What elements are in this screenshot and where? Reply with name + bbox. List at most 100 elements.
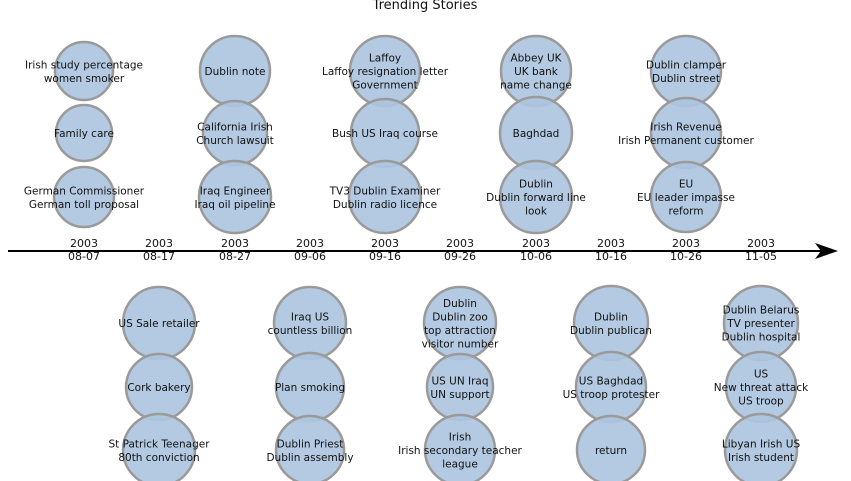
story-bubble: California Irish Church lawsuit [196, 99, 274, 167]
story-label: Irish study percentage [25, 59, 143, 71]
tick-date-label: 08-17 [143, 250, 175, 263]
story-bubble: Libyan Irish US Irish student [722, 412, 801, 481]
story-label: German toll proposal [29, 199, 139, 211]
tick-date-label: 08-27 [219, 250, 251, 263]
story-label: US [754, 369, 769, 381]
story-label: Dublin clamper [646, 59, 727, 71]
story-label: Laffoy [369, 53, 401, 65]
story-label: return [595, 445, 627, 457]
story-label: 80th conviction [118, 452, 199, 464]
tick-year-label: 2003 [446, 237, 474, 250]
story-label: Family care [54, 128, 114, 140]
story-label: Iraq Engineer [200, 185, 271, 197]
story-bubble: US Baghdad US troop protester [563, 350, 661, 424]
tick-date-label: 09-26 [444, 250, 476, 263]
story-label: EU leader impasse [637, 192, 735, 204]
tick-date-label: 08-07 [68, 250, 100, 263]
story-bubble: Baghdad [498, 95, 574, 171]
story-label: women smoker [44, 73, 125, 85]
story-bubble-circle [423, 413, 497, 481]
story-label: Dublin [519, 179, 553, 191]
story-bubble: Family care [54, 103, 114, 163]
story-bubble: German Commissioner German toll proposal [24, 165, 145, 229]
story-bubble: St Patrick Teenager 80th conviction [108, 412, 210, 481]
story-label: Iraq oil pipeline [194, 199, 275, 211]
story-bubble: Bush US Iraq course [332, 97, 438, 169]
story-label: UN support [430, 389, 489, 401]
tick-date-label: 10-26 [670, 250, 702, 263]
tick-date-label: 11-05 [745, 250, 777, 263]
date-ticks: 200308-07200308-17200308-27200309-062003… [68, 237, 777, 263]
story-bubble: Iraq US countless billion [268, 285, 352, 361]
story-label: reform [668, 206, 703, 218]
story-label: visitor number [422, 338, 499, 350]
story-label: Dublin Priest [277, 438, 344, 450]
tick-year-label: 2003 [371, 237, 399, 250]
tick-year-label: 2003 [221, 237, 249, 250]
story-label: Dublin [443, 298, 477, 310]
story-label: Iraq US [291, 311, 330, 323]
story-label: US UN Iraq [431, 375, 488, 387]
story-label: California Irish [197, 121, 273, 133]
story-label: New threat attack [714, 382, 809, 394]
story-bubble-circle [274, 414, 346, 481]
story-label: Dublin street [652, 73, 720, 85]
tick-year-label: 2003 [296, 237, 324, 250]
story-bubble: US UN Iraq UN support [425, 352, 495, 422]
story-label: UK bank [514, 66, 559, 78]
story-bubble: Irish study percentage women smoker [25, 40, 143, 102]
story-label: name change [500, 80, 572, 92]
story-bubble: return [575, 414, 647, 481]
tick-date-label: 09-16 [369, 250, 401, 263]
story-bubble: Irish Revenue Irish Permanent customer [618, 96, 755, 170]
timeline-arrowhead [815, 243, 838, 259]
story-label: Irish Permanent customer [618, 135, 754, 147]
story-label: Cork bakery [127, 382, 190, 394]
tick-year-label: 2003 [70, 237, 98, 250]
story-label: Dublin hospital [722, 332, 801, 344]
story-label: Dublin zoo [432, 311, 488, 323]
story-bubble-circle [53, 40, 115, 102]
story-label: Libyan Irish US [722, 438, 801, 450]
story-bubble-circle [347, 159, 423, 235]
story-label: TV presenter [726, 318, 795, 330]
tick-year-label: 2003 [597, 237, 625, 250]
story-label: Dublin forward line [486, 192, 586, 204]
story-label: Bush US Iraq course [332, 128, 438, 140]
tick-date-label: 10-16 [595, 250, 627, 263]
tick-year-label: 2003 [145, 237, 173, 250]
story-bubble: Dublin note [198, 34, 272, 108]
story-bubble: US Sale retailer [118, 285, 200, 361]
story-bubble: Dublin Dublin publican [570, 284, 652, 362]
story-bubble: Dublin Priest Dublin assembly [266, 414, 354, 481]
chart-title: Trending Stories [372, 0, 478, 13]
tick-year-label: 2003 [672, 237, 700, 250]
story-bubble-circle [52, 165, 116, 229]
tick-year-label: 2003 [747, 237, 775, 250]
story-label: Dublin publican [570, 325, 652, 337]
story-label: top attraction [424, 325, 496, 337]
story-label: German Commissioner [24, 185, 145, 197]
story-bubble-circle [498, 159, 574, 235]
story-label: Plan smoking [275, 382, 345, 394]
story-label: Dublin note [205, 66, 266, 78]
story-bubble: Plan smoking [274, 351, 346, 423]
tick-date-label: 10-06 [520, 250, 552, 263]
story-bubble: Dublin clamper Dublin street [646, 34, 727, 108]
story-label: Abbey UK [510, 53, 562, 65]
story-label: Irish [449, 432, 471, 444]
story-label: Church lawsuit [196, 135, 274, 147]
story-bubble: TV3 Dublin Examiner Dublin radio licence [329, 159, 441, 235]
story-label: US troop protester [563, 389, 661, 401]
story-bubble-circle [197, 159, 273, 235]
story-label: US Baghdad [579, 375, 643, 387]
story-bubbles: Irish study percentage women smoker Family… [24, 34, 809, 481]
story-label: Dublin radio licence [333, 199, 437, 211]
story-bubble-circle [54, 103, 114, 163]
